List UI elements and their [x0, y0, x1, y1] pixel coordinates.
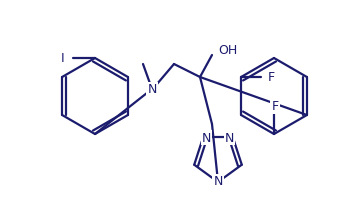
Text: N: N — [202, 132, 211, 145]
Text: N: N — [213, 175, 223, 188]
Text: N: N — [147, 83, 157, 96]
Text: F: F — [267, 71, 275, 84]
Text: I: I — [61, 52, 65, 65]
Text: F: F — [271, 100, 279, 113]
Text: N: N — [225, 132, 234, 145]
Text: OH: OH — [218, 44, 237, 57]
